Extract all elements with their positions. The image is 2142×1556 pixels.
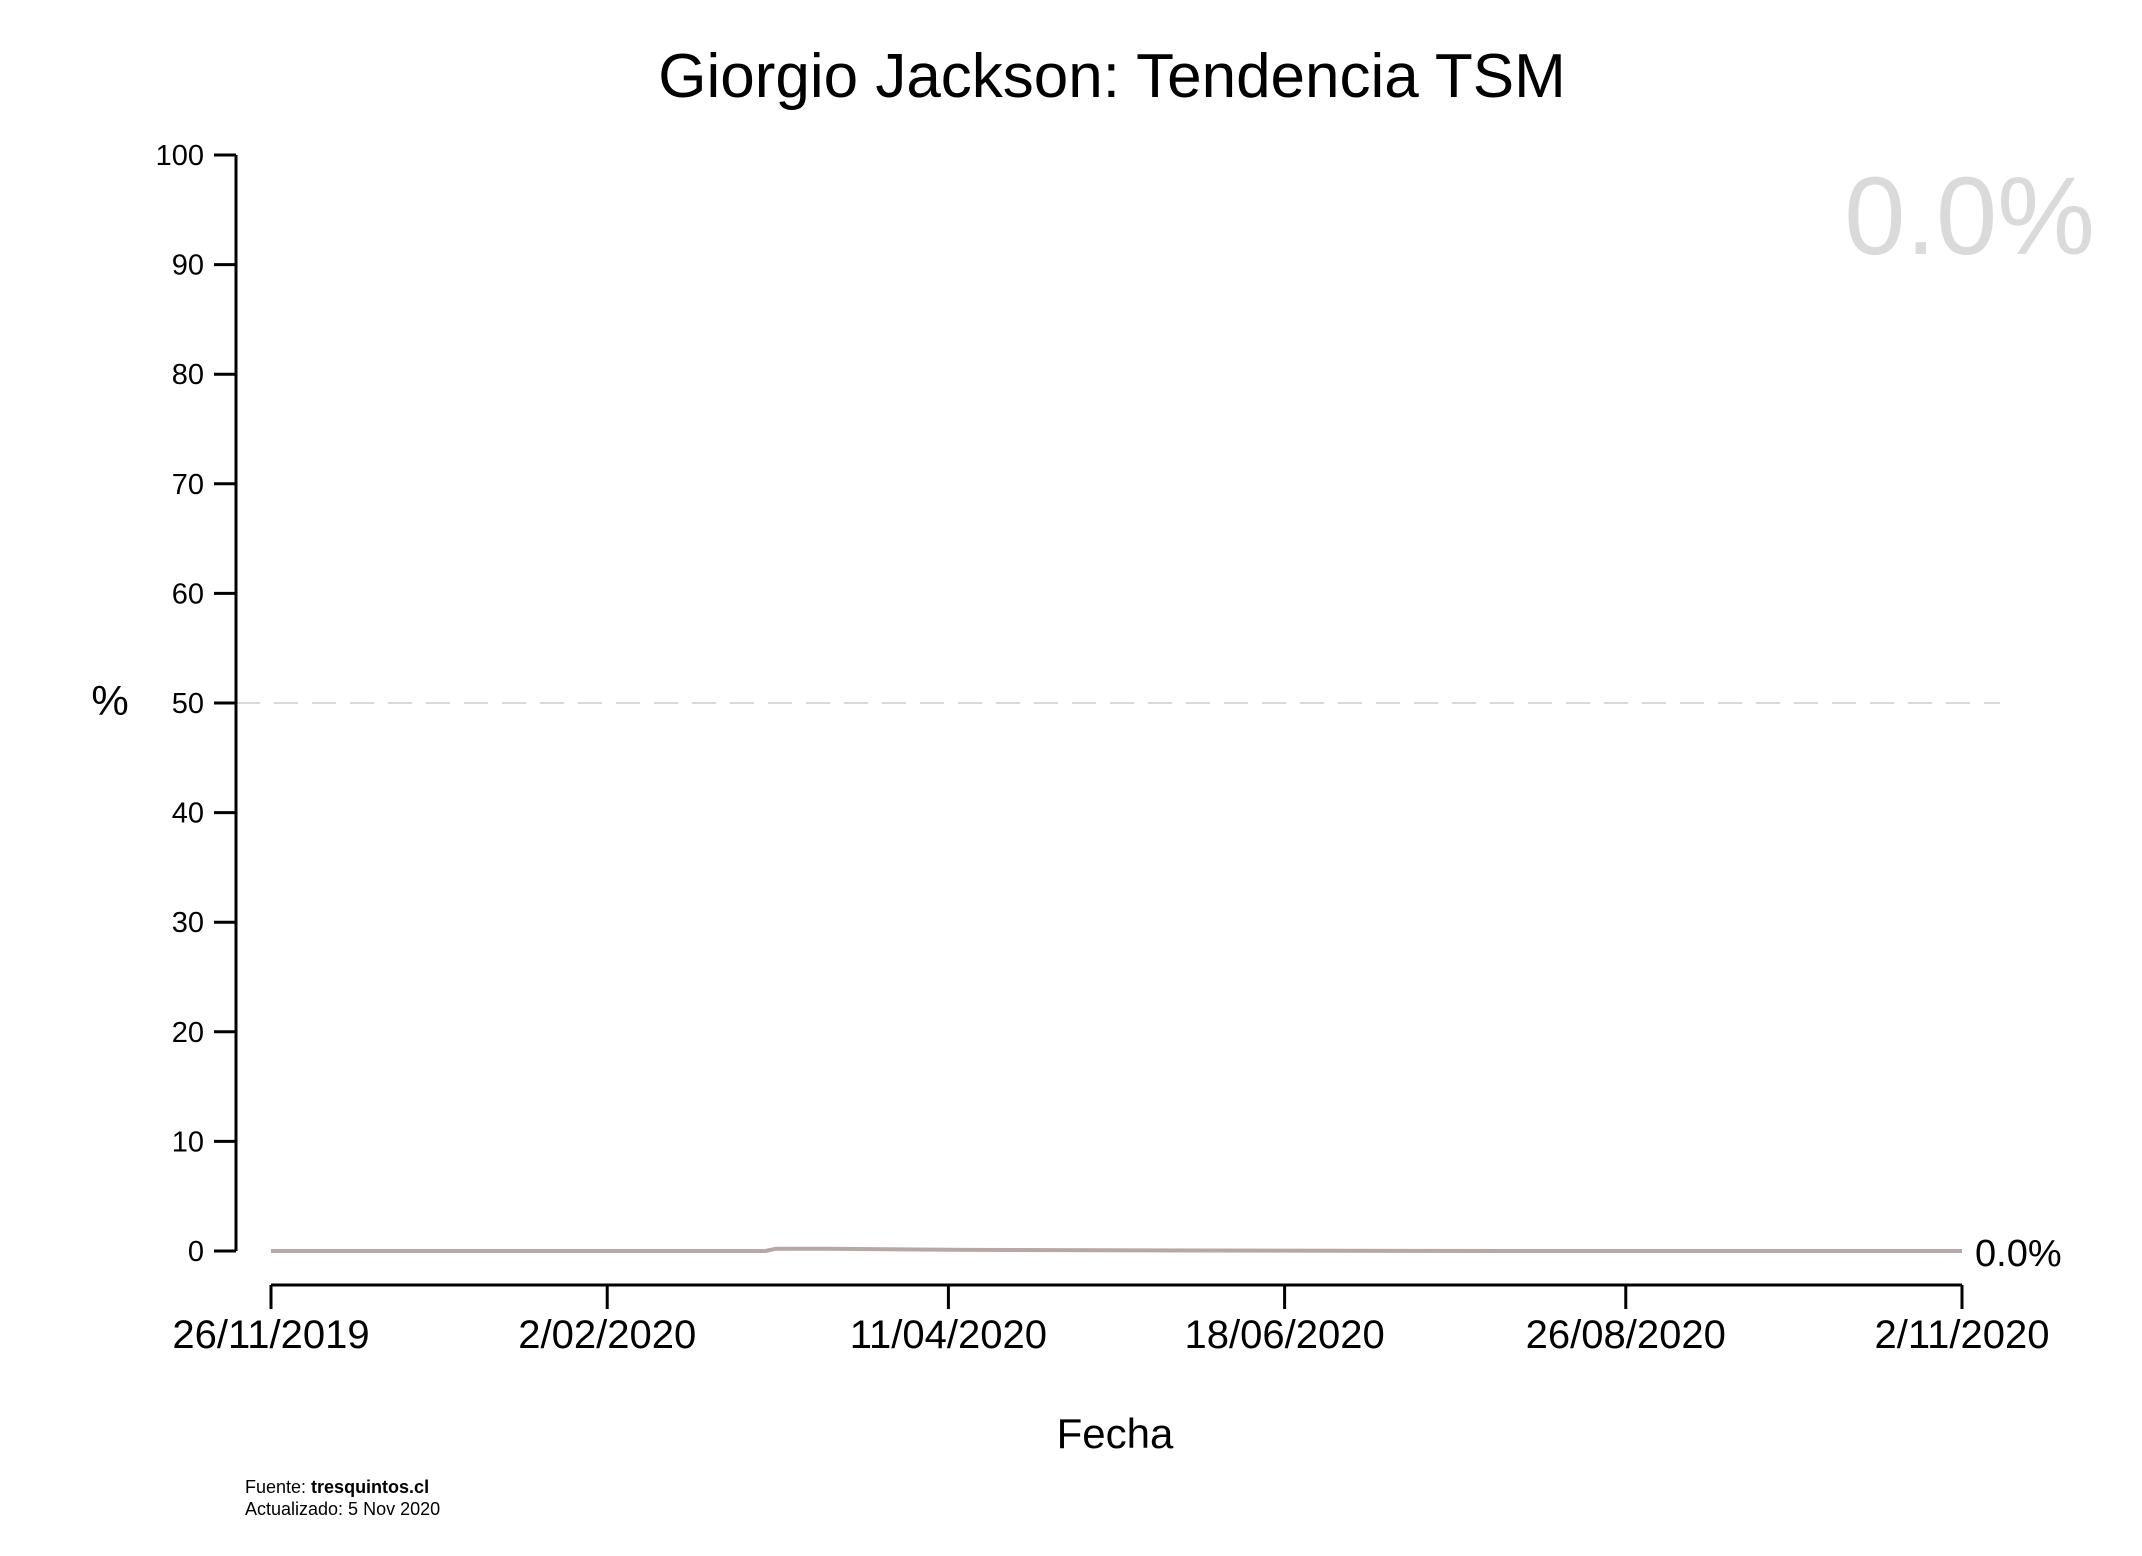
x-tick-label: 11/04/2020 xyxy=(850,1313,1047,1357)
x-tick-label: 2/02/2020 xyxy=(518,1313,696,1357)
footer-updated: Actualizado: 5 Nov 2020 xyxy=(245,1499,440,1519)
x-axis: 26/11/2019 2/02/2020 11/04/2020 18/06/2020 2… xyxy=(172,1283,2050,1357)
y-tick-label: 20 xyxy=(172,1017,204,1049)
footer-source-name: tresquintos.cl xyxy=(311,1477,429,1497)
series-line xyxy=(271,1246,1962,1253)
y-tick-label: 0 xyxy=(188,1236,204,1268)
end-value-label: 0.0% xyxy=(1975,1233,2062,1275)
current-value-big-label: 0.0% xyxy=(1844,155,2095,278)
y-tick-label: 70 xyxy=(172,469,204,501)
x-tick-label: 2/11/2020 xyxy=(1875,1313,2050,1357)
y-axis: 0 10 20 30 40 50 60 70 80 90 100 xyxy=(156,140,238,1268)
series-layer xyxy=(271,1246,1962,1253)
y-tick-label: 40 xyxy=(172,798,204,830)
y-tick-label: 60 xyxy=(172,578,204,610)
y-tick-label: 80 xyxy=(172,359,204,391)
footer-source-prefix: Fuente: xyxy=(245,1477,311,1497)
chart-title: Giorgio Jackson: Tendencia TSM xyxy=(658,42,1566,111)
x-tick-label: 26/08/2020 xyxy=(1526,1313,1726,1357)
footer-source: Fuente: tresquintos.cl xyxy=(245,1477,429,1497)
y-tick-label: 100 xyxy=(156,140,204,172)
x-axis-label: Fecha xyxy=(1057,1410,1174,1457)
y-tick-label: 10 xyxy=(172,1126,204,1158)
y-tick-label: 50 xyxy=(172,688,204,720)
x-tick-label: 18/06/2020 xyxy=(1185,1313,1385,1357)
y-axis-label: % xyxy=(91,677,128,724)
y-tick-label: 90 xyxy=(172,250,204,282)
x-tick-label: 26/11/2019 xyxy=(172,1313,369,1357)
y-tick-label: 30 xyxy=(172,907,204,939)
